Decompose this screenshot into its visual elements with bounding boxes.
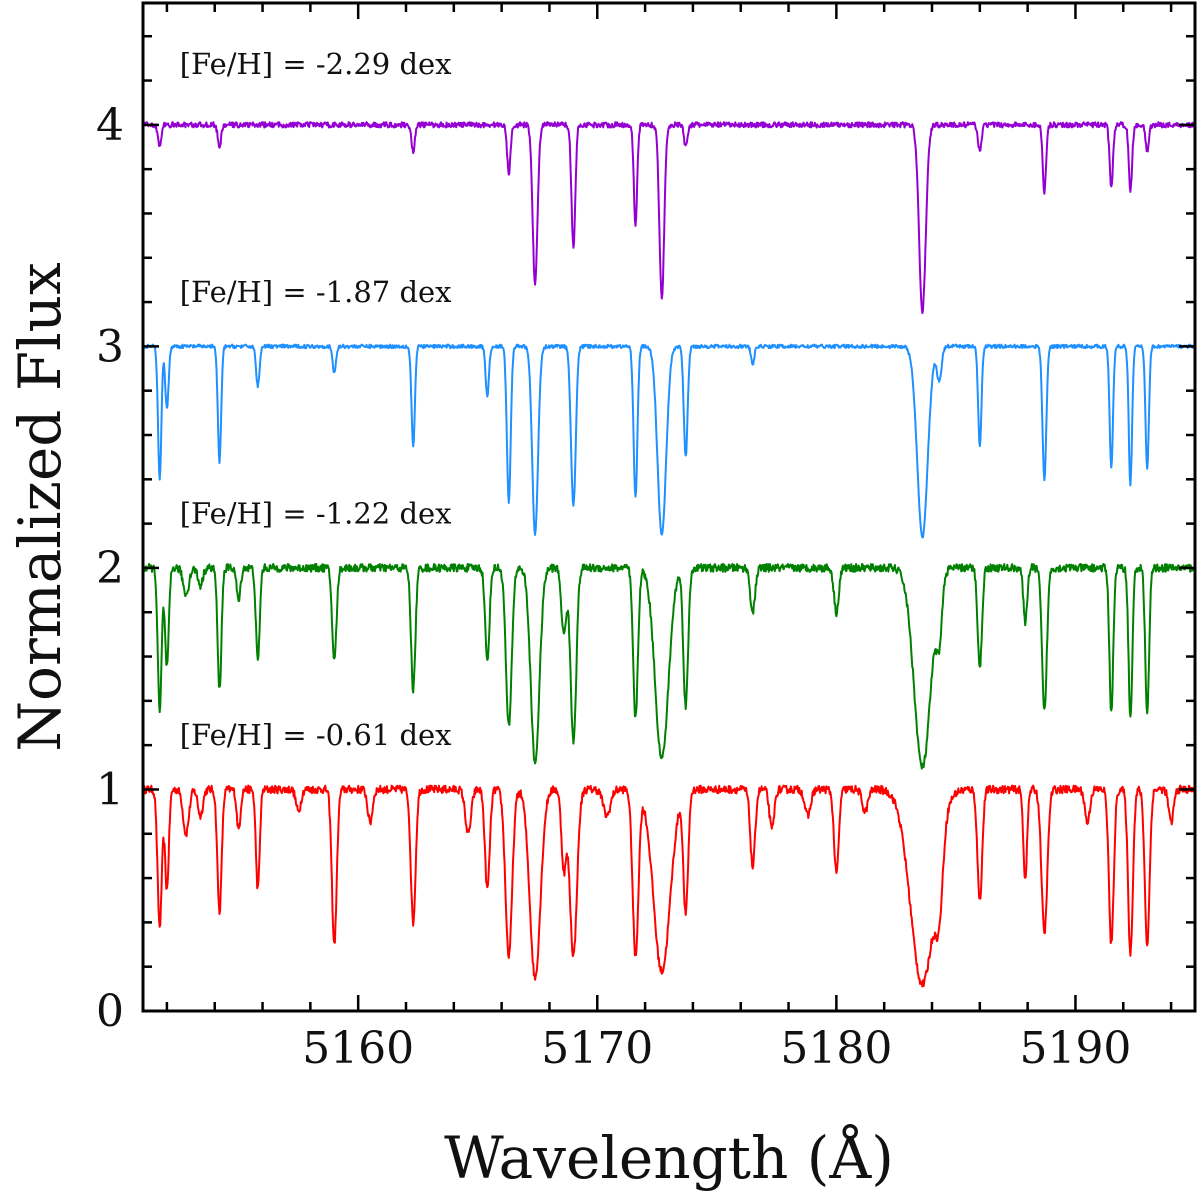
series-annotation: [Fe/H] = -0.61 dex — [180, 718, 452, 752]
series-annotation: [Fe/H] = -2.29 dex — [180, 47, 452, 81]
y-axis-title: Normalized Flux — [6, 262, 74, 751]
spectrum-line-3 — [142, 121, 1196, 315]
x-tick-label: 5160 — [302, 1023, 414, 1074]
spectrum-line-2 — [142, 343, 1196, 539]
series-annotation: [Fe/H] = -1.22 dex — [180, 497, 452, 531]
x-axis-title: Wavelength (Å) — [444, 1124, 894, 1192]
y-tick-label: 2 — [96, 543, 124, 594]
spectra-group — [142, 121, 1196, 988]
series-annotation: [Fe/H] = -1.87 dex — [180, 275, 452, 309]
x-tick-label: 5170 — [541, 1023, 653, 1074]
y-tick-label: 3 — [96, 321, 124, 372]
plot-frame — [141, 1, 1197, 1013]
y-tick-label: 0 — [96, 986, 124, 1037]
x-tick-label: 5190 — [1019, 1023, 1131, 1074]
tick-labels: 5160 5170 5180 5190 0 1 2 3 4 — [96, 100, 1131, 1074]
y-tick-label: 1 — [96, 764, 124, 815]
x-tick-label: 5180 — [780, 1023, 892, 1074]
spectrum-line-1 — [142, 562, 1196, 770]
annotations: [Fe/H] = -2.29 dex [Fe/H] = -1.87 dex [Fe/… — [180, 47, 452, 752]
y-tick-label: 4 — [96, 100, 124, 151]
spectrum-line-0 — [142, 784, 1196, 988]
